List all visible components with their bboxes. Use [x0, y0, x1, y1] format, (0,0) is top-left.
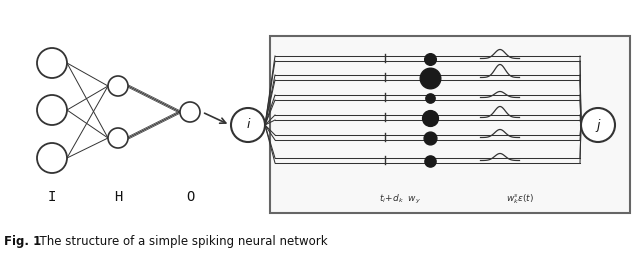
Circle shape [108, 128, 128, 148]
Point [425, 115, 435, 119]
Circle shape [37, 48, 67, 78]
Text: $t_i\!+\!d_k$  $w_y$: $t_i\!+\!d_k$ $w_y$ [379, 193, 421, 206]
Circle shape [37, 95, 67, 125]
Text: i: i [246, 118, 250, 132]
Circle shape [180, 102, 200, 122]
Text: $w_k^s\varepsilon(t)$: $w_k^s\varepsilon(t)$ [506, 192, 534, 206]
Text: j: j [596, 118, 600, 132]
Point [425, 75, 435, 79]
Circle shape [108, 76, 128, 96]
Text: I: I [48, 190, 56, 204]
Text: O: O [186, 190, 194, 204]
Text: The structure of a simple spiking neural network: The structure of a simple spiking neural… [32, 235, 328, 248]
Bar [270, 36, 630, 213]
Point [425, 57, 435, 61]
Text: H: H [114, 190, 122, 204]
Circle shape [581, 108, 615, 142]
Circle shape [37, 143, 67, 173]
Point [425, 95, 435, 100]
Text: Fig. 1: Fig. 1 [4, 235, 41, 248]
Point [425, 158, 435, 163]
Circle shape [231, 108, 265, 142]
Point [425, 135, 435, 140]
